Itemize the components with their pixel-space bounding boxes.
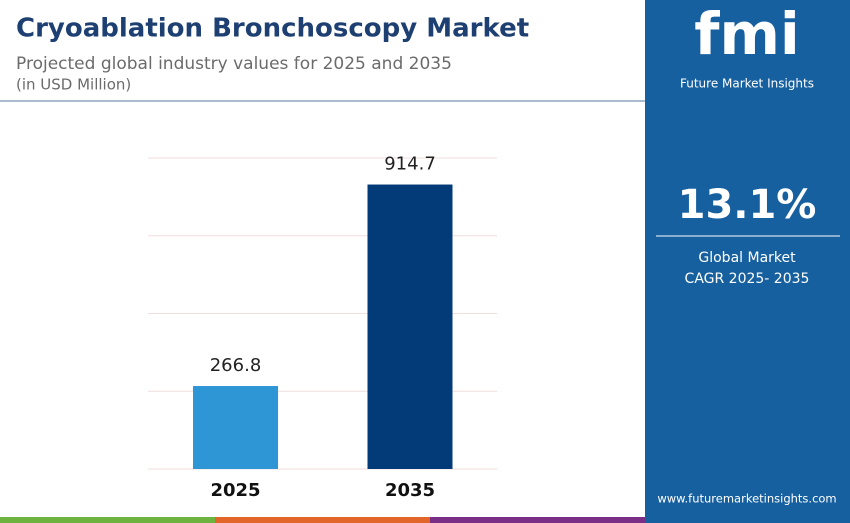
x-tick-label: 2025 — [210, 480, 260, 501]
bar — [367, 184, 453, 469]
footer-strip — [0, 517, 215, 523]
unit: (in USD Million) — [16, 76, 131, 94]
subtitle: Projected global industry values for 202… — [16, 54, 452, 74]
x-tick-label: 2035 — [385, 480, 435, 501]
cagr-label: Global Market — [698, 250, 796, 266]
data-label: 266.8 — [210, 355, 262, 376]
footer-strip — [215, 517, 430, 523]
bar — [193, 386, 278, 469]
website: www.futuremarketinsights.com — [657, 492, 836, 506]
data-label: 914.7 — [384, 154, 436, 175]
logo: fmi — [694, 0, 800, 68]
sidebar — [645, 0, 850, 523]
title: Cryoablation Bronchoscopy Market — [16, 14, 529, 44]
brand: Future Market Insights — [680, 77, 814, 91]
cagr-value: 13.1% — [678, 182, 817, 228]
footer-strip — [430, 517, 645, 523]
cagr-label: CAGR 2025- 2035 — [685, 271, 810, 287]
